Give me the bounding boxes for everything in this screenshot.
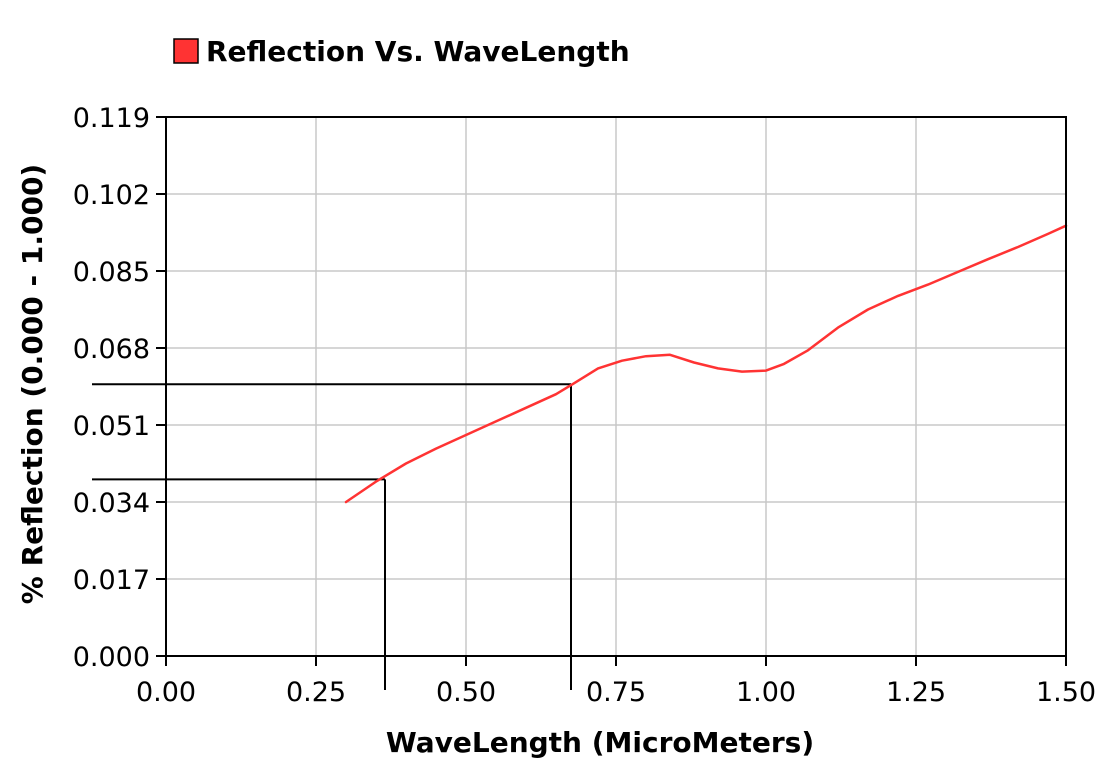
reference-lines [92, 383, 572, 690]
x-tick-label: 0.75 [586, 677, 646, 708]
x-tick-label: 0.25 [286, 677, 346, 708]
legend-label: Reflection Vs. WaveLength [206, 35, 630, 68]
y-tick-label: 0.068 [73, 334, 150, 365]
x-tick-label: 0.50 [436, 677, 496, 708]
y-axis-ticks: 0.000 0.017 0.034 0.051 0.068 0.085 0.102 0.119 [73, 103, 166, 673]
x-axis-title: WaveLength (MicroMeters) [386, 726, 814, 759]
x-axis-ticks: 0.00 0.25 0.50 0.75 1.00 1.25 1.50 [136, 656, 1096, 708]
x-tick-label: 0.00 [136, 677, 196, 708]
y-tick-label: 0.000 [73, 642, 150, 673]
legend: Reflection Vs. WaveLength [173, 35, 630, 68]
y-tick-label: 0.017 [73, 565, 150, 596]
grid [166, 117, 1066, 656]
y-tick-label: 0.119 [73, 103, 150, 134]
series-layer [344, 224, 1068, 504]
y-axis-title: % Reflection (0.000 - 1.000) [16, 164, 49, 604]
x-tick-label: 1.25 [886, 677, 946, 708]
x-tick-label: 1.50 [1036, 677, 1096, 708]
y-tick-label: 0.085 [73, 257, 150, 288]
y-tick-label: 0.051 [73, 411, 150, 442]
series-line [344, 224, 1068, 504]
legend-swatch [173, 38, 199, 64]
y-tick-label: 0.034 [73, 488, 150, 519]
y-tick-label: 0.102 [73, 180, 150, 211]
x-tick-label: 1.00 [736, 677, 796, 708]
